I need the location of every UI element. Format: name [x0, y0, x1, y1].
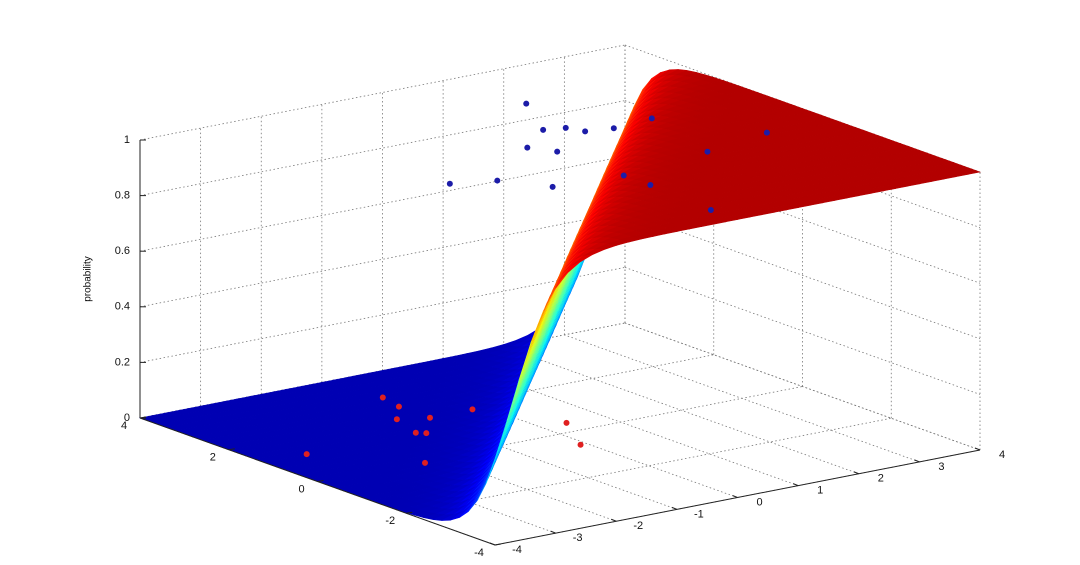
- data-point: [549, 183, 556, 190]
- x-tick: [974, 447, 981, 451]
- y-tick-label: 0: [298, 483, 304, 495]
- x-tick: [489, 542, 496, 546]
- data-point: [446, 180, 453, 187]
- data-point: [563, 419, 570, 426]
- data-point: [524, 144, 531, 151]
- grid-line: [624, 211, 981, 340]
- grid-line: [503, 346, 859, 475]
- z-tick-label: 0.2: [115, 356, 130, 368]
- data-point: [379, 394, 386, 401]
- x-tick-label: 3: [938, 461, 944, 473]
- data-point: [494, 177, 501, 184]
- x-tick-label: 0: [756, 496, 762, 508]
- data-point: [395, 403, 402, 410]
- z-tick-label: 0: [124, 412, 130, 424]
- y-tick-label: 2: [210, 452, 216, 464]
- data-point: [707, 206, 714, 213]
- x-tick-label: 4: [999, 449, 1005, 461]
- y-tick: [317, 480, 324, 482]
- z-tick-label: 1: [124, 134, 130, 146]
- y-tick: [406, 511, 413, 514]
- data-point: [303, 451, 310, 458]
- x-tick-label: -2: [633, 520, 643, 532]
- data-point: [582, 128, 589, 135]
- grid-line: [624, 155, 981, 284]
- x-tick: [611, 518, 617, 522]
- x-tick-label: 2: [878, 473, 884, 485]
- y-tick: [494, 543, 502, 546]
- data-point: [423, 430, 430, 437]
- y-tick-label: -2: [385, 515, 395, 527]
- data-point: [540, 126, 547, 133]
- data-point: [562, 124, 569, 131]
- x-tick-label: -3: [573, 532, 583, 544]
- z-tick-label: 0.4: [115, 301, 130, 313]
- y-tick-label: -4: [474, 547, 484, 559]
- data-point: [610, 125, 617, 132]
- data-point: [393, 416, 400, 423]
- data-point: [648, 115, 655, 122]
- data-point: [412, 429, 419, 436]
- data-point: [620, 172, 627, 179]
- data-point: [422, 459, 428, 466]
- x-tick-label: -1: [694, 508, 704, 520]
- y-tick: [139, 416, 147, 419]
- y-tick: [228, 448, 235, 451]
- x-tick: [671, 506, 678, 510]
- points-layer: [303, 100, 770, 466]
- data-point: [763, 129, 770, 136]
- x-tick: [914, 459, 920, 463]
- x-tick-label: 1: [817, 485, 823, 497]
- z-axis-label: probability: [83, 256, 94, 302]
- data-point: [523, 100, 530, 107]
- y-tick-label: 4: [121, 420, 127, 432]
- x-tick-label: -4: [512, 544, 522, 556]
- grid-line: [624, 267, 981, 395]
- x-tick: [792, 483, 799, 487]
- data-point: [554, 148, 561, 155]
- x-tick: [550, 530, 556, 534]
- data-point: [704, 148, 711, 155]
- data-point: [577, 441, 584, 448]
- labels-layer: 0 0.2 0.4 0.6 0.8 1 -4 -3 -2 -1 0 1 2 3 4 -4 -2 0 2 4: [115, 134, 1005, 559]
- z-tick-label: 0.6: [115, 245, 130, 257]
- data-point: [427, 414, 433, 421]
- x-tick: [732, 495, 738, 498]
- grid-line: [382, 370, 738, 498]
- data-point: [469, 406, 476, 413]
- data-point: [647, 181, 654, 188]
- x-tick: [853, 471, 859, 475]
- z-tick-label: 0.8: [115, 190, 130, 202]
- surface-patch: [485, 420, 508, 484]
- surface-layer: [138, 69, 982, 521]
